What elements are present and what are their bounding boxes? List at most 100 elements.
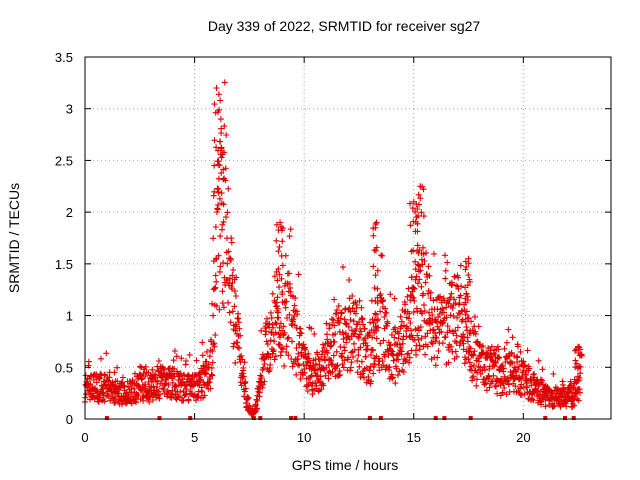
data-point — [280, 346, 286, 353]
data-point — [102, 381, 109, 388]
data-point — [173, 383, 180, 390]
data-point — [499, 363, 506, 369]
data-point — [505, 326, 512, 333]
data-point — [434, 354, 441, 361]
data-point — [212, 224, 219, 230]
data-point — [305, 350, 312, 357]
data-point — [418, 209, 425, 216]
data-point — [415, 268, 422, 275]
data-point — [420, 244, 426, 251]
data-point — [224, 209, 231, 216]
data-point — [424, 343, 431, 350]
data-point — [166, 365, 173, 371]
data-point — [446, 346, 452, 353]
data-point — [371, 285, 378, 291]
data-point — [177, 370, 184, 377]
data-point — [453, 353, 460, 360]
data-point — [507, 358, 514, 365]
data-point — [398, 348, 405, 355]
data-point — [142, 373, 149, 380]
data-point — [350, 353, 356, 360]
data-point — [323, 320, 330, 327]
data-point — [486, 384, 493, 391]
x-tick-label: 5 — [191, 430, 198, 445]
data-point — [373, 311, 380, 318]
data-point — [414, 242, 421, 249]
data-point — [270, 324, 276, 331]
data-point — [407, 320, 414, 326]
data-point — [473, 376, 480, 383]
data-point — [114, 364, 121, 371]
data-point — [330, 352, 337, 359]
data-point — [352, 310, 359, 317]
y-tick-label: 0.5 — [55, 360, 73, 375]
data-point — [509, 334, 516, 341]
y-tick-label: 2 — [66, 205, 73, 220]
data-point — [232, 327, 239, 334]
axis-ticks: 0 0.5 1 1.5 2 2.5 3 3.5 0 5 10 15 20 — [55, 50, 611, 445]
data-point — [466, 359, 473, 366]
data-point — [371, 360, 377, 367]
data-point — [313, 382, 320, 389]
data-point — [425, 263, 432, 270]
data-point — [204, 348, 210, 355]
zero-marker — [104, 416, 109, 420]
data-point — [336, 319, 343, 326]
data-point — [347, 367, 354, 374]
data-point — [430, 297, 437, 304]
data-point — [287, 226, 294, 233]
data-point — [361, 325, 368, 332]
data-point — [421, 302, 427, 309]
data-point — [421, 308, 428, 315]
data-point — [372, 272, 379, 279]
data-point — [221, 123, 228, 130]
data-point — [347, 316, 354, 323]
data-point — [211, 101, 218, 108]
data-point — [218, 170, 225, 177]
zero-marker — [157, 416, 162, 420]
data-point — [154, 383, 161, 390]
data-point — [406, 354, 413, 361]
data-point — [210, 235, 217, 242]
data-point — [407, 200, 413, 207]
data-point — [504, 375, 511, 382]
data-point — [463, 324, 470, 330]
y-tick-label: 3.5 — [55, 50, 73, 65]
data-point — [208, 371, 215, 378]
zero-marker — [258, 416, 263, 420]
data-point — [413, 351, 420, 358]
data-point — [448, 290, 455, 297]
data-point — [203, 370, 210, 377]
data-point — [396, 368, 403, 375]
data-point — [207, 385, 214, 392]
data-point — [214, 185, 221, 192]
data-point — [470, 373, 477, 380]
data-point — [502, 359, 509, 365]
data-point — [429, 312, 436, 318]
data-point — [254, 398, 261, 404]
data-point — [420, 213, 427, 220]
data-point — [412, 228, 419, 235]
data-point — [475, 323, 482, 330]
data-point — [374, 299, 381, 306]
data-point — [302, 346, 309, 353]
data-point — [158, 377, 165, 384]
data-point — [294, 356, 301, 363]
data-point — [463, 263, 470, 270]
data-point — [275, 248, 282, 255]
data-point — [135, 392, 142, 398]
data-point — [526, 365, 533, 372]
data-point — [351, 340, 357, 347]
data-point — [229, 308, 236, 315]
data-points — [82, 79, 585, 420]
data-point — [396, 330, 402, 337]
data-point — [507, 368, 514, 375]
data-point — [216, 268, 223, 275]
data-point — [441, 334, 448, 341]
data-point — [293, 345, 300, 351]
data-point — [270, 347, 277, 354]
data-point — [482, 366, 488, 373]
data-point — [467, 345, 474, 352]
data-point — [488, 343, 495, 350]
data-point — [339, 353, 346, 360]
